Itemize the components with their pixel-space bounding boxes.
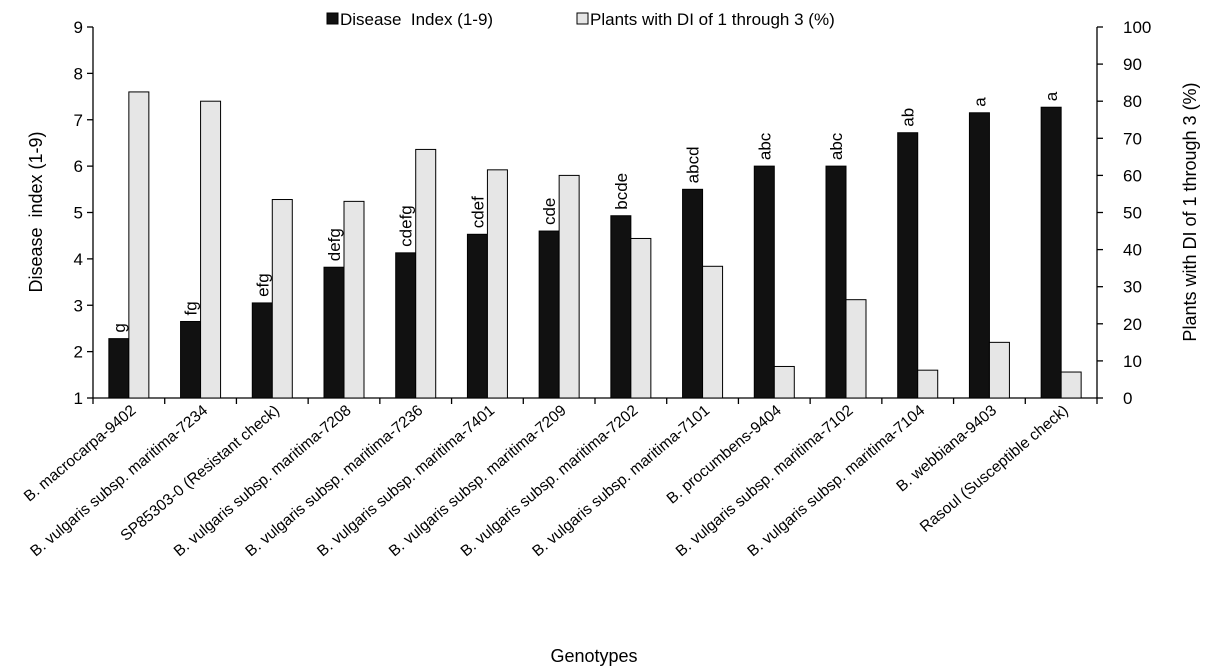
left-y-tick-label: 4 (74, 250, 83, 269)
significance-letter: a (1042, 91, 1061, 101)
legend-label-plants-percent: Plants with DI of 1 through 3 (%) (590, 10, 835, 29)
significance-letter: cdefg (397, 205, 416, 247)
right-y-tick-label: 80 (1123, 92, 1142, 111)
bar-disease-index (968, 112, 990, 399)
bar-disease-index (610, 215, 632, 399)
significance-letter: ab (899, 108, 918, 127)
bar-disease-index (466, 233, 488, 399)
right-y-tick-label: 10 (1123, 352, 1142, 371)
legend-swatch-disease-index (326, 12, 339, 25)
significance-letter: a (970, 97, 989, 107)
significance-letter: fg (182, 301, 201, 315)
significance-letter: cdef (468, 196, 487, 228)
bar-disease-index (1040, 106, 1062, 399)
bar-plants-percent (486, 169, 508, 399)
left-y-tick-label: 7 (74, 111, 83, 130)
left-y-tick-label: 3 (74, 296, 83, 315)
bar-disease-index (395, 252, 417, 399)
x-ticks (92, 398, 1098, 404)
right-y-ticks: 0 10 20 30 40 50 60 70 80 90 100 (1097, 18, 1151, 408)
category-label: B. procumbens-9404 (664, 402, 785, 508)
left-y-tick-label: 6 (74, 157, 83, 176)
bar-plants-percent (917, 369, 939, 399)
significance-letter: abc (827, 132, 846, 160)
axes (92, 27, 1098, 399)
bar-disease-index (108, 338, 130, 399)
bar-disease-index (682, 188, 704, 399)
right-y-tick-label: 0 (1123, 389, 1132, 408)
left-y-tick-label: 9 (74, 18, 83, 37)
bar-plants-percent (702, 265, 724, 399)
bar-plants-percent (845, 299, 867, 399)
right-y-tick-label: 30 (1123, 278, 1142, 297)
right-y-tick-label: 20 (1123, 315, 1142, 334)
left-y-axis-title: Disease index (1-9) (26, 131, 46, 292)
bar-plants-percent (1060, 371, 1082, 399)
bar-plants-percent (630, 237, 652, 399)
significance-letter: defg (325, 228, 344, 261)
legend-label-disease-index: Disease Index (1-9) (340, 10, 493, 29)
x-axis-title: Genotypes (550, 646, 637, 666)
significance-letter: bcde (612, 173, 631, 210)
bar-plants-percent (271, 199, 293, 399)
significance-letter: efg (253, 273, 272, 297)
right-y-tick-label: 90 (1123, 55, 1142, 74)
bar-disease-index (323, 266, 345, 399)
right-y-tick-label: 60 (1123, 166, 1142, 185)
right-y-tick-label: 100 (1123, 18, 1151, 37)
right-y-tick-label: 50 (1123, 204, 1142, 223)
significance-letter: g (110, 323, 129, 332)
right-y-tick-label: 70 (1123, 129, 1142, 148)
bar-disease-index (753, 165, 775, 399)
right-y-axis-title: Plants with DI of 1 through 3 (%) (1180, 82, 1200, 341)
bar-plants-percent (200, 100, 222, 399)
bar-disease-index (251, 302, 273, 399)
significance-letter: abcd (684, 146, 703, 183)
bar-plants-percent (558, 174, 580, 399)
bar-plants-percent (415, 148, 437, 399)
left-y-tick-label: 8 (74, 64, 83, 83)
right-y-tick-label: 40 (1123, 241, 1142, 260)
bar-disease-index (180, 320, 202, 399)
legend: Disease Index (1-9) Plants with DI of 1 … (326, 10, 835, 29)
left-y-tick-label: 2 (74, 343, 83, 362)
bar-disease-index (897, 132, 919, 399)
bar-disease-index (538, 230, 560, 399)
category-label: Rasoul (Susceptible check) (917, 402, 1072, 536)
left-y-tick-label: 1 (74, 389, 83, 408)
bar-plants-percent (128, 91, 150, 399)
bar-plants-percent (988, 341, 1010, 399)
significance-letter: abc (755, 132, 774, 160)
bar-disease-index (825, 165, 847, 399)
bar-plants-percent (773, 365, 795, 399)
significance-labels: g fg efg defg cdefg cdef cde bcde abcd abc abc ab a a (110, 91, 1061, 332)
left-y-ticks: 1 2 3 4 5 6 7 8 9 (74, 18, 93, 408)
left-y-tick-label: 5 (74, 204, 83, 223)
bar-plants-percent (343, 200, 365, 399)
legend-swatch-plants-percent (576, 12, 589, 25)
significance-letter: cde (540, 198, 559, 225)
bars (108, 91, 1082, 399)
